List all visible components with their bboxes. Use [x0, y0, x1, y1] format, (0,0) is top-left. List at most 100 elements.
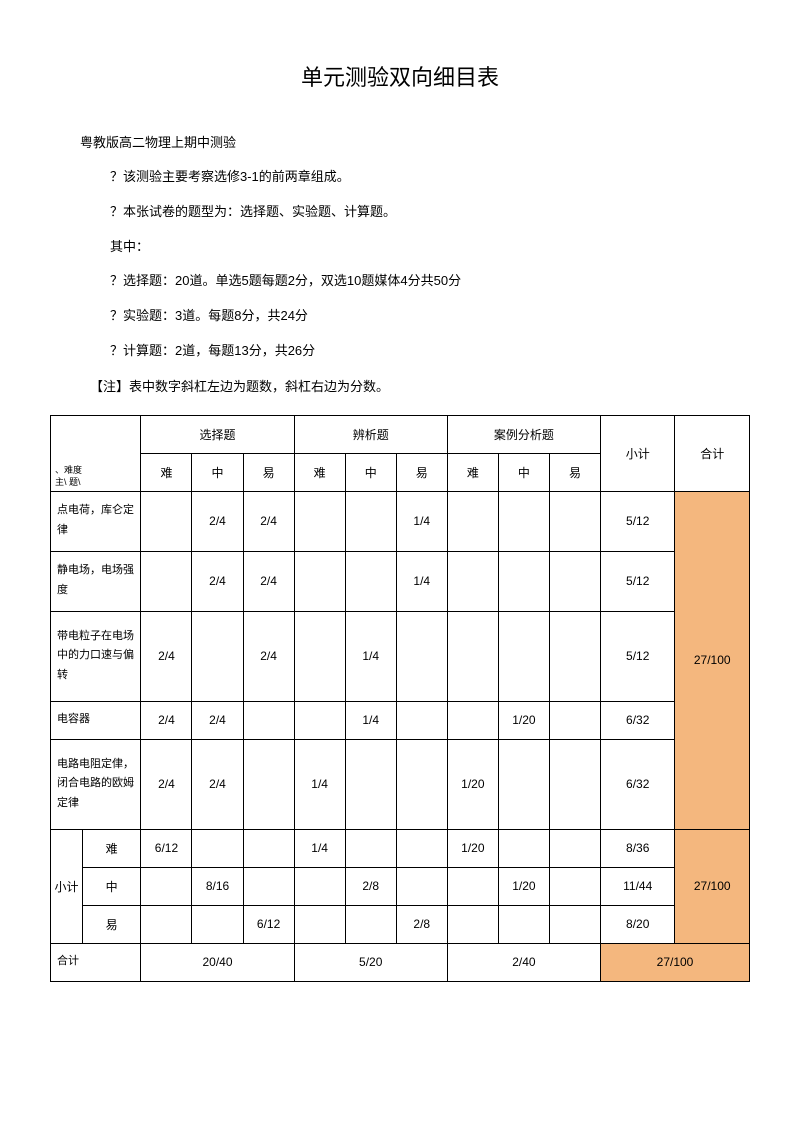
cell: 2/4 [192, 739, 243, 829]
cell: 5/12 [600, 491, 674, 551]
cell: 6/32 [600, 701, 674, 739]
desc-line-2: 其中： [110, 237, 750, 258]
subtotal-easy-label: 易 [82, 905, 141, 943]
grand-total: 27/100 [600, 943, 749, 981]
cell [396, 611, 447, 701]
cell [243, 867, 294, 905]
h-g1-easy: 易 [243, 453, 294, 491]
cell [294, 551, 345, 611]
cell: 2/4 [243, 551, 294, 611]
cell [549, 551, 600, 611]
cell [549, 701, 600, 739]
cell [141, 491, 192, 551]
page-title: 单元测验双向细目表 [50, 60, 750, 92]
subtotal-hard-label: 难 [82, 829, 141, 867]
grand-total-row: 合计 20/40 5/20 2/40 27/100 [51, 943, 750, 981]
h-g3-easy: 易 [549, 453, 600, 491]
table-row: 点电荷，库仑定律 2/4 2/4 1/4 5/12 27/100 [51, 491, 750, 551]
cell [396, 701, 447, 739]
subtotal-row-hard: 小计 难 6/12 1/4 1/20 8/36 27/100 [51, 829, 750, 867]
desc-line-4: ？实验题：3道。每题8分，共24分 [110, 306, 750, 327]
cell [345, 829, 396, 867]
cell: 5/12 [600, 551, 674, 611]
header-group-1: 选择题 [141, 415, 294, 453]
cell: 2/4 [141, 739, 192, 829]
cell: 1/4 [294, 829, 345, 867]
h-g3-hard: 难 [447, 453, 498, 491]
cell: 8/20 [600, 905, 674, 943]
cell: 1/4 [345, 701, 396, 739]
cell: 2/4 [141, 701, 192, 739]
cell [447, 867, 498, 905]
table-row: 电路电阻定侓，闭合电路的欧姆定律 2/4 2/4 1/4 1/20 6/32 [51, 739, 750, 829]
cell: 1/20 [447, 739, 498, 829]
cell: 8/16 [192, 867, 243, 905]
cell [396, 739, 447, 829]
cell [549, 905, 600, 943]
cell [141, 551, 192, 611]
topic-cell: 带电粒子在电场中的力口速与偏转 [51, 611, 141, 701]
cell [498, 491, 549, 551]
cell: 2/4 [141, 611, 192, 701]
cell [345, 739, 396, 829]
cell: 2/8 [396, 905, 447, 943]
subtotal-med-label: 中 [82, 867, 141, 905]
cell [141, 867, 192, 905]
cell [294, 611, 345, 701]
cell [294, 905, 345, 943]
cell [549, 829, 600, 867]
cell: 6/12 [243, 905, 294, 943]
header-group-2: 辨析题 [294, 415, 447, 453]
merged-total-2: 27/100 [675, 829, 750, 943]
cell [345, 491, 396, 551]
topic-cell: 点电荷，库仑定律 [51, 491, 141, 551]
cell [192, 611, 243, 701]
cell [243, 701, 294, 739]
topic-cell: 静电场，电场强度 [51, 551, 141, 611]
cell: 2/4 [192, 551, 243, 611]
cell [549, 739, 600, 829]
cell [141, 905, 192, 943]
h-g1-hard: 难 [141, 453, 192, 491]
cell [447, 491, 498, 551]
note-line: 【注】表中数字斜杠左边为题数，斜杠右边为分数。 [90, 376, 750, 395]
h-g3-med: 中 [498, 453, 549, 491]
cell: 1/4 [396, 491, 447, 551]
cell [498, 611, 549, 701]
topic-cell: 电容器 [51, 701, 141, 739]
cell [345, 551, 396, 611]
cell: 1/20 [498, 867, 549, 905]
cell [549, 611, 600, 701]
cell: 2/8 [345, 867, 396, 905]
cell: 2/4 [243, 611, 294, 701]
cell [345, 905, 396, 943]
cell [294, 867, 345, 905]
table-row: 带电粒子在电场中的力口速与偏转 2/4 2/4 1/4 5/12 [51, 611, 750, 701]
cell [243, 739, 294, 829]
grand-g1: 20/40 [141, 943, 294, 981]
specification-table: 、难度 主\ 题\ 选择题 辨析题 案例分析题 小计 合计 难 中 易 难 中 … [50, 415, 750, 982]
table-row: 静电场，电场强度 2/4 2/4 1/4 5/12 [51, 551, 750, 611]
cell [243, 829, 294, 867]
cell [396, 829, 447, 867]
cell [549, 491, 600, 551]
cell [192, 905, 243, 943]
cell [447, 905, 498, 943]
cell [498, 739, 549, 829]
h-g1-med: 中 [192, 453, 243, 491]
desc-line-0: ？该测验主要考察选修3-1的前两章组成。 [110, 167, 750, 188]
cell [498, 829, 549, 867]
cell: 6/12 [141, 829, 192, 867]
cell: 2/4 [243, 491, 294, 551]
cell: 1/4 [396, 551, 447, 611]
header-subtotal: 小计 [600, 415, 674, 491]
header-diagonal: 、难度 主\ 题\ [51, 415, 141, 491]
cell: 2/4 [192, 701, 243, 739]
cell: 2/4 [192, 491, 243, 551]
desc-line-1: ？本张试卷的题型为：选择题、实验题、计算题。 [110, 202, 750, 223]
cell: 1/20 [498, 701, 549, 739]
grand-label: 合计 [51, 943, 141, 981]
cell [447, 611, 498, 701]
header-group-3: 案例分析题 [447, 415, 600, 453]
cell: 1/20 [447, 829, 498, 867]
